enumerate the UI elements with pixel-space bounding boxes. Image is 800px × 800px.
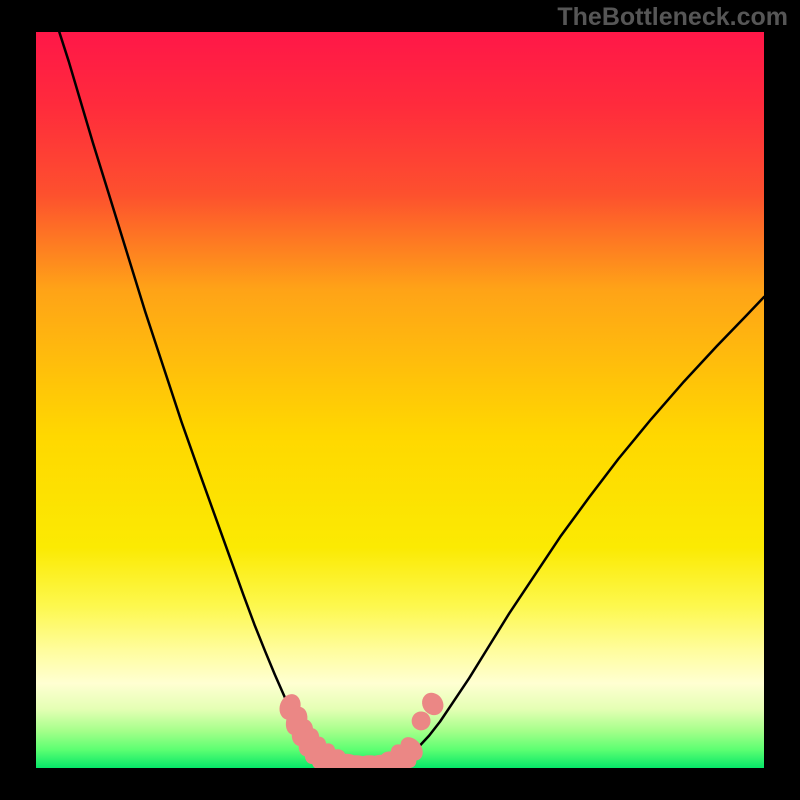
watermark-text: TheBottleneck.com [557, 3, 788, 32]
plot-svg [36, 32, 764, 768]
chart-background [36, 32, 764, 768]
plot-area [36, 32, 764, 768]
figure-canvas: TheBottleneck.com [0, 0, 800, 800]
